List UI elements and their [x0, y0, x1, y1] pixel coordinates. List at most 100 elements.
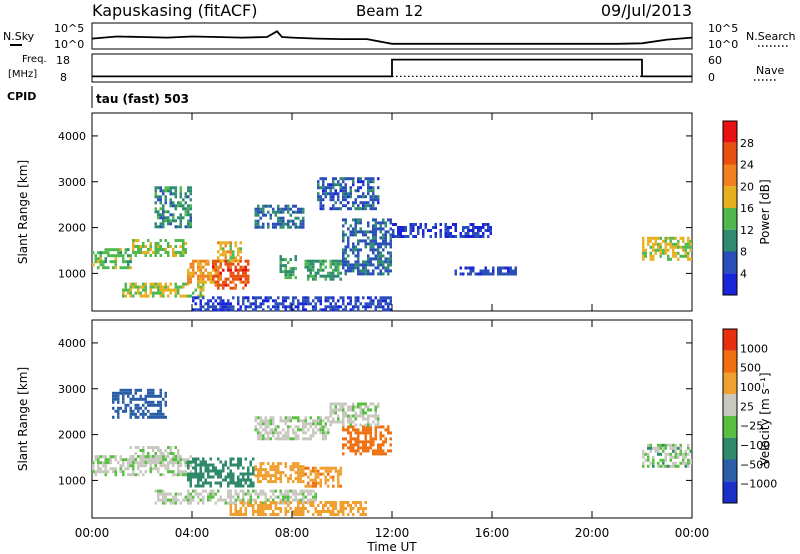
velocity-cell	[159, 403, 162, 407]
velocity-cell	[652, 461, 655, 465]
power-cell	[164, 239, 167, 242]
velocity-cell	[354, 423, 357, 427]
velocity-cell	[139, 397, 142, 401]
freq-tick-top: 18	[56, 54, 70, 67]
velocity-cell	[129, 446, 132, 449]
velocity-cell	[137, 397, 140, 401]
velocity-cell	[164, 400, 167, 404]
power-cell	[129, 288, 132, 292]
velocity-cell	[257, 495, 260, 499]
velocity-cell	[247, 472, 250, 476]
power-cell	[362, 269, 365, 273]
power-cell	[319, 274, 322, 278]
velocity-cell	[197, 492, 200, 496]
power-cell	[197, 274, 200, 278]
power-cell	[122, 260, 125, 264]
power-cell	[359, 227, 362, 231]
power-cell	[307, 296, 310, 300]
power-cell	[257, 222, 260, 226]
velocity-cell	[332, 513, 335, 516]
velocity-cell	[184, 473, 187, 477]
velocity-cell	[292, 513, 295, 516]
power-cell	[184, 294, 187, 298]
velocity-cell	[374, 452, 377, 456]
power-cell	[354, 233, 357, 237]
velocity-cell	[322, 425, 325, 429]
power-cell	[239, 268, 242, 272]
velocity-region	[342, 425, 392, 456]
power-cell	[254, 308, 257, 312]
power-cell	[469, 235, 472, 238]
velocity-cell	[342, 428, 345, 432]
velocity-cell	[299, 474, 302, 478]
velocity-cell	[132, 455, 135, 458]
power-cell	[197, 277, 200, 281]
power-cell	[389, 239, 392, 243]
power-cell	[482, 226, 485, 229]
power-cell	[317, 186, 320, 190]
power-cell	[94, 254, 97, 258]
power-cell	[157, 282, 160, 286]
power-cell	[277, 302, 280, 306]
power-cell	[687, 239, 690, 243]
power-cell	[254, 207, 257, 211]
power-cell	[344, 218, 347, 222]
velocity-cell	[264, 419, 267, 423]
power-cell	[269, 216, 272, 220]
velocity-cell	[272, 513, 275, 516]
power-cell	[277, 216, 280, 220]
velocity-cell	[264, 498, 267, 502]
velocity-cell	[359, 405, 362, 409]
velocity-cell	[282, 492, 285, 496]
velocity-cell	[227, 492, 230, 496]
velocity-cell	[359, 504, 362, 507]
velocity-cell	[92, 461, 95, 465]
power-cell	[132, 285, 135, 289]
velocity-cell	[292, 431, 295, 435]
power-cell	[417, 232, 420, 235]
power-cell	[279, 225, 282, 229]
velocity-cell	[197, 463, 200, 467]
power-cell	[154, 225, 157, 229]
power-cell	[297, 302, 300, 306]
velocity-cell	[167, 461, 170, 464]
velocity-cell	[354, 431, 357, 435]
velocity-cell	[247, 489, 250, 493]
velocity-cell	[344, 428, 347, 432]
power-heatmap	[92, 177, 692, 312]
velocity-cell	[369, 408, 372, 412]
velocity-cell	[114, 391, 117, 395]
velocity-cell	[277, 513, 280, 516]
velocity-cell	[307, 437, 310, 441]
power-cell	[277, 308, 280, 312]
velocity-cell	[279, 507, 282, 510]
power-cell	[157, 198, 160, 202]
velocity-cell	[122, 388, 125, 392]
power-cell	[497, 269, 500, 273]
power-cell	[357, 189, 360, 193]
power-cell	[289, 302, 292, 306]
velocity-cell	[332, 466, 335, 470]
power-cell	[132, 282, 135, 286]
velocity-cell	[277, 507, 280, 510]
velocity-cell	[127, 461, 130, 465]
power-region	[192, 296, 392, 312]
power-cell	[199, 285, 202, 289]
velocity-heatmap	[92, 388, 692, 516]
velocity-cell	[247, 484, 250, 488]
velocity-cell	[182, 498, 185, 502]
power-cell	[164, 248, 167, 251]
velocity-cell	[287, 480, 290, 484]
velocity-cell	[252, 457, 255, 461]
power-cell	[222, 299, 225, 303]
velocity-cell	[327, 431, 330, 435]
power-cell	[297, 225, 300, 229]
power-cell	[169, 204, 172, 208]
velocity-cell	[349, 431, 352, 435]
velocity-cell	[367, 446, 370, 450]
velocity-cell	[354, 428, 357, 432]
power-cell	[284, 299, 287, 303]
power-cell	[252, 296, 255, 300]
power-cell	[214, 299, 217, 303]
power-cell	[647, 236, 650, 240]
